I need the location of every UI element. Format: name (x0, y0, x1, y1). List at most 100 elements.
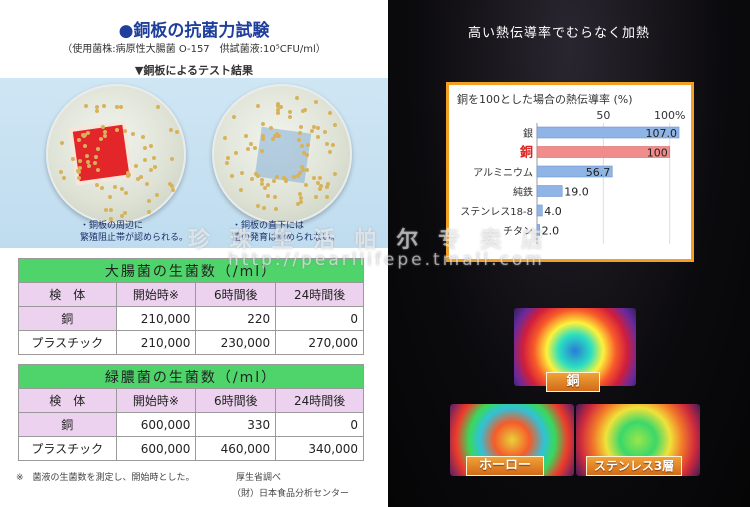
antibacterial-panel: ●銅板の抗菌力試験 （使用菌株:病原性大腸菌 O-157 供試菌液:10⁵CFU… (0, 21, 388, 499)
bacteria-colony (139, 174, 144, 179)
bacteria-colony (175, 130, 180, 135)
table-row: プラスチック 210,000 230,000 270,000 (18, 330, 364, 355)
bacteria-colony (103, 134, 108, 139)
table-header: 大腸菌の生菌数（/ml） (18, 258, 364, 283)
bacteria-colony (298, 192, 303, 197)
table-cell: 0 (275, 412, 364, 437)
category-label: ステンレス18-8 (460, 207, 533, 218)
footnote: ※ 菌液の生菌数を測定し、開始時とした。 (16, 473, 195, 483)
bacteria-colony (299, 124, 304, 129)
value-label: 56.7 (586, 166, 611, 179)
bacteria-colony (135, 176, 140, 181)
caption-left: ・銅板の周辺に 繁殖阻止帯が認められる。 (80, 221, 189, 243)
bacteria-colony (85, 131, 90, 136)
table-cell: プラスチック (18, 436, 117, 461)
bacteria-colony (225, 161, 230, 166)
value-label: 100 (647, 147, 668, 160)
bacteria-colony (283, 179, 288, 184)
bacteria-colony (301, 168, 306, 173)
bacteria-colony (134, 164, 139, 169)
bacteria-colony (120, 213, 125, 218)
table-cell: プラスチック (18, 330, 117, 355)
bacteria-colony (99, 137, 103, 142)
bacteria-colony (301, 108, 306, 113)
bacteria-colony (122, 128, 127, 133)
bacteria-colony (256, 104, 261, 109)
bacteria-colony (316, 180, 321, 185)
bacteria-colony (108, 195, 113, 200)
bacteria-colony (326, 182, 331, 187)
bacteria-colony (299, 165, 304, 170)
bacteria-colony (113, 184, 118, 189)
bacteria-colony (141, 134, 146, 139)
conductivity-chart-svg: 50 100% 銀 107.0 銅 100 アルミニウム 56.7 純鉄 19.0 ステンレス18-… (460, 109, 685, 244)
bacteria-colony (230, 174, 235, 179)
bacteria-colony (299, 143, 304, 148)
bacteria-colony (296, 202, 301, 207)
value-label: 107.0 (646, 127, 678, 140)
bacteria-colony (155, 193, 160, 198)
bacteria-colony (298, 199, 303, 204)
bacteria-colony (261, 206, 266, 211)
chart-title: 銅を100とした場合の熱伝導率 (%) (457, 93, 633, 106)
bacteria-colony (249, 141, 254, 146)
bacteria-colony (100, 125, 105, 130)
bacteria-colony (295, 173, 300, 178)
bacteria-colony (295, 96, 300, 101)
bacteria-colony (288, 114, 293, 119)
column-header: 検 体 (18, 282, 117, 307)
bacteria-colony (94, 182, 99, 187)
bacteria-colony (149, 168, 154, 173)
page-title: ●銅板の抗菌力試験 (118, 21, 270, 41)
bacteria-colony (276, 101, 281, 106)
bacteria-colony (96, 146, 101, 151)
bacteria-colony (314, 100, 319, 105)
bacteria-colony (261, 121, 266, 126)
bar (536, 185, 563, 197)
petri-dish-copper-under (212, 84, 352, 224)
bacteria-colony (327, 150, 332, 155)
bacteria-colony (118, 104, 123, 109)
table-row: 銅 600,000 330 0 (18, 412, 364, 437)
bacteria-colony (85, 154, 90, 159)
bacteria-colony (315, 135, 320, 140)
bacteria-colony (260, 136, 265, 141)
table-row: 銅 210,000 220 0 (18, 306, 364, 331)
bacteria-colony (114, 128, 119, 133)
bacteria-colony (274, 206, 279, 211)
table-cell: 460,000 (195, 436, 277, 461)
bacteria-colony (327, 111, 332, 116)
source-lab: （財）日本食品分析センター (232, 489, 350, 499)
bacteria-colony (87, 164, 92, 169)
bacteria-colony (278, 105, 283, 110)
column-header: 24時間後 (275, 388, 364, 413)
bacteria-colony (104, 207, 109, 212)
bacteria-colony (305, 153, 309, 158)
table-cell: 270,000 (275, 330, 364, 355)
bacteria-colony (318, 186, 323, 191)
bacteria-colony (297, 170, 302, 175)
bacteria-colony (109, 208, 114, 213)
bacteria-colony (142, 158, 147, 163)
bacteria-colony (152, 155, 157, 160)
bacteria-colony (312, 125, 317, 130)
bacteria-colony (143, 146, 148, 151)
bacteria-colony (149, 144, 154, 149)
bacteria-colony (276, 104, 281, 109)
bacteria-colony (95, 109, 100, 114)
bacteria-colony (103, 130, 108, 135)
pseudomonas-table: 緑膿菌の生菌数（/ml） 検 体 開始時※ 6時間後 24時間後 銅 600,0… (18, 364, 364, 461)
table-cell: 330 (195, 412, 277, 437)
column-header: 6時間後 (195, 282, 277, 307)
category-label: 純鉄 (513, 186, 533, 199)
bacteria-colony (325, 185, 330, 190)
bacteria-colony (223, 136, 228, 141)
bacteria-colony (303, 107, 308, 112)
tick-label: 100% (654, 109, 685, 122)
bacteria-colony (243, 134, 248, 139)
bacteria-colony (270, 136, 275, 141)
bacteria-colony (58, 170, 63, 175)
bacteria-colony (168, 127, 173, 132)
bacteria-colony (317, 176, 322, 181)
value-label: 4.0 (544, 205, 562, 218)
